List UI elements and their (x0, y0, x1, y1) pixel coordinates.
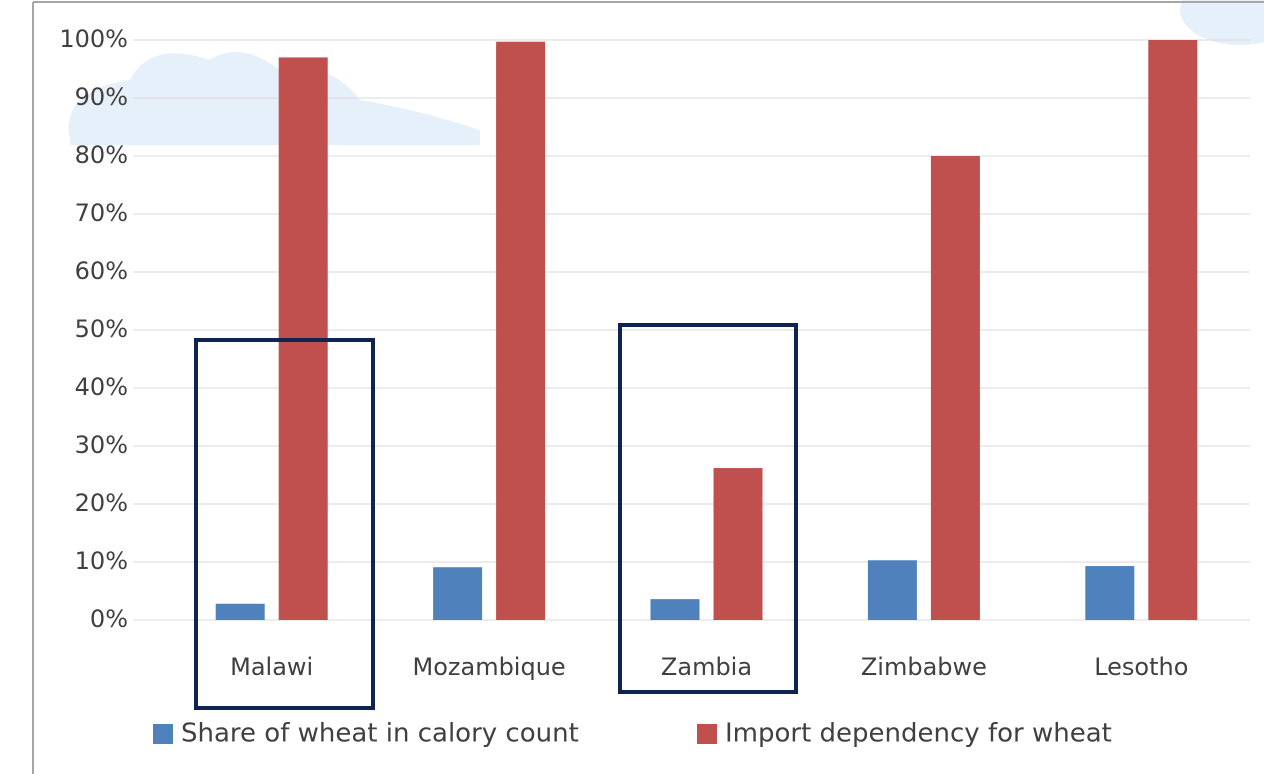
bar (650, 599, 700, 620)
x-tick-label: Lesotho (1094, 653, 1188, 681)
plot: 0% 10% 20% 30% 40% 50% 60% 70% 80% 90% 100% Malawi M… (59, 25, 1250, 749)
bar (433, 567, 483, 620)
y-tick-label: 20% (75, 489, 128, 517)
legend-label: Share of wheat in calory count (181, 719, 579, 749)
highlight-box (618, 323, 798, 694)
y-tick-label: 50% (75, 315, 128, 343)
legend-label: Import dependency for wheat (725, 719, 1112, 749)
bar (215, 603, 265, 620)
x-tick-label: Malawi (230, 653, 313, 681)
bar (496, 41, 546, 621)
y-tick-label: 60% (75, 257, 128, 285)
highlight-box (194, 338, 375, 710)
y-tick-label: 10% (75, 547, 128, 575)
legend-swatch (697, 724, 717, 744)
bar (930, 156, 980, 620)
y-tick-label: 90% (75, 83, 128, 111)
y-tick-label: 30% (75, 431, 128, 459)
x-tick-label: Mozambique (413, 653, 566, 681)
x-tick-label: Zambia (661, 653, 752, 681)
bar (867, 560, 917, 620)
legend-swatch (153, 724, 173, 744)
bar (1148, 40, 1198, 620)
x-tick-label: Zimbabwe (861, 653, 987, 681)
bar (1085, 566, 1135, 620)
bar (713, 468, 763, 620)
y-tick-label: 100% (59, 25, 128, 53)
y-tick-label: 80% (75, 141, 128, 169)
y-tick-label: 70% (75, 199, 128, 227)
background-cloud (68, 0, 1264, 145)
y-tick-label: 0% (90, 605, 128, 633)
y-tick-label: 40% (75, 373, 128, 401)
